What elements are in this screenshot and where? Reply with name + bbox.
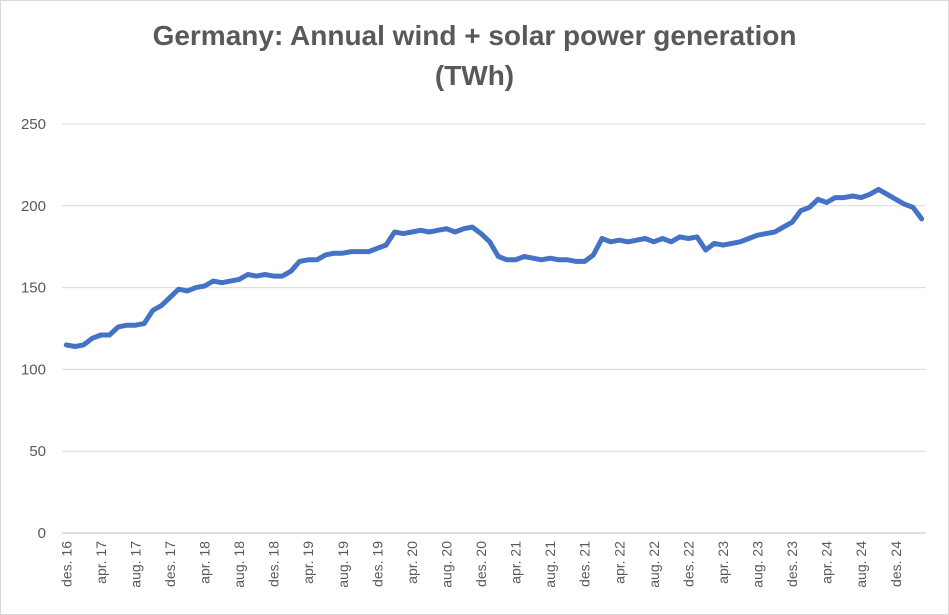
y-tick-label: 250 [21, 116, 46, 133]
x-tick-label: des. 19 [369, 541, 385, 587]
x-tick-label: des. 22 [680, 541, 696, 587]
series-line-wind-solar [63, 186, 925, 349]
x-tick-label: apr. 18 [197, 541, 213, 584]
y-tick-label: 100 [21, 361, 46, 378]
x-tick-label: apr. 19 [300, 541, 316, 584]
x-tick-label: des. 17 [162, 541, 178, 587]
x-tick-label: des. 23 [784, 541, 800, 587]
x-tick-label: apr. 17 [93, 541, 109, 584]
y-tick-label: 0 [38, 525, 46, 542]
x-tick-label: aug. 18 [231, 541, 247, 588]
x-tick-label: des. 24 [888, 541, 904, 587]
x-tick-label: apr. 21 [508, 541, 524, 584]
x-tick-label: aug. 22 [646, 541, 662, 588]
gridlines [62, 123, 926, 534]
y-tick-label: 200 [21, 198, 46, 215]
x-tick-label: aug. 21 [542, 541, 558, 588]
x-tick-label: apr. 24 [819, 541, 835, 584]
x-tick-label: aug. 20 [438, 541, 454, 588]
x-tick-label: aug. 24 [853, 541, 869, 588]
x-tick-label: des. 18 [266, 541, 282, 587]
y-axis: 0 50 100 150 200 250 [21, 116, 46, 542]
x-tick-label: des. 21 [577, 541, 593, 587]
x-tick-label: aug. 19 [335, 541, 351, 588]
chart-title: Germany: Annual wind + solar power gener… [152, 20, 797, 51]
x-axis: des. 16 apr. 17 aug. 17 des. 17 apr. 18 aug. … [58, 541, 903, 588]
chart-title-unit: (TWh) [434, 60, 515, 91]
x-tick-label: apr. 20 [404, 541, 420, 584]
x-tick-label: aug. 23 [750, 541, 766, 588]
x-tick-label: apr. 22 [611, 541, 627, 584]
y-tick-label: 150 [21, 280, 46, 297]
x-tick-label: aug. 17 [127, 541, 143, 588]
series-group [63, 186, 925, 349]
x-tick-label: des. 16 [58, 541, 74, 587]
y-tick-label: 50 [29, 443, 46, 460]
x-tick-label: apr. 23 [715, 541, 731, 584]
x-tick-label: des. 20 [473, 541, 489, 587]
